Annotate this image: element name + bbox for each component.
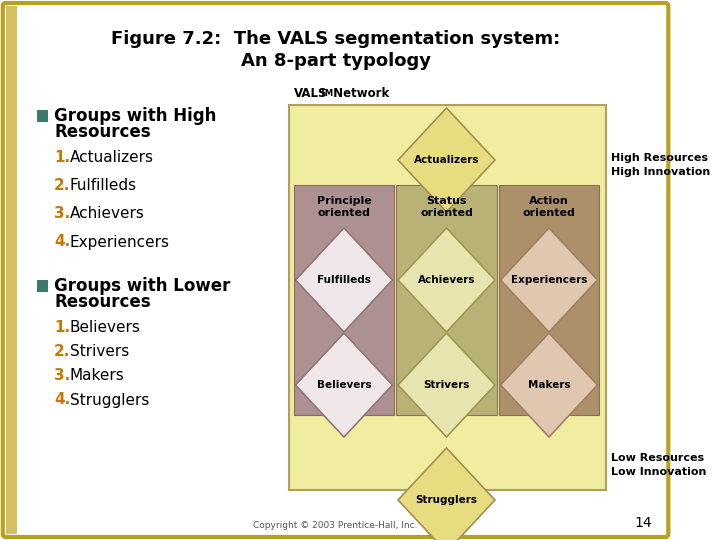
Text: 1.: 1. [54,151,70,165]
Text: 3.: 3. [54,368,71,383]
Text: 4.: 4. [54,393,71,408]
Bar [289,105,606,490]
Text: Experiencers: Experiencers [510,275,588,285]
Polygon shape [398,448,495,540]
Text: Principle
oriented: Principle oriented [317,196,372,218]
Text: An 8-part typology: An 8-part typology [240,52,431,70]
Text: Actualizers: Actualizers [70,151,154,165]
Text: Strugglers: Strugglers [415,495,477,505]
Polygon shape [398,228,495,332]
Text: 2.: 2. [54,179,71,193]
Text: Strivers: Strivers [70,345,129,360]
Text: Makers: Makers [70,368,125,383]
Text: Believers: Believers [70,321,141,335]
Text: Achievers: Achievers [70,206,145,221]
Text: Believers: Believers [317,380,372,390]
Text: Makers: Makers [528,380,570,390]
Text: Resources: Resources [54,293,150,311]
Text: Low Resources
Low Innovation: Low Resources Low Innovation [611,454,706,477]
Polygon shape [295,333,392,437]
Text: 14: 14 [635,516,652,530]
Text: Fulfilleds: Fulfilleds [317,275,371,285]
FancyBboxPatch shape [3,3,668,537]
Bar [37,280,48,292]
Text: Strugglers: Strugglers [70,393,149,408]
Text: VALS: VALS [294,87,327,100]
Text: Resources: Resources [54,123,150,141]
Bar [396,185,497,415]
Text: Experiencers: Experiencers [70,234,170,249]
Text: Copyright © 2003 Prentice-Hall, Inc.: Copyright © 2003 Prentice-Hall, Inc. [253,521,418,530]
Text: Action
oriented: Action oriented [523,196,575,218]
Bar [37,110,48,122]
Polygon shape [398,333,495,437]
Text: TM: TM [320,89,334,98]
Polygon shape [500,228,598,332]
Text: 2.: 2. [54,345,71,360]
Bar [294,185,395,415]
Text: Status
oriented: Status oriented [420,196,473,218]
Polygon shape [295,228,392,332]
Text: Fulfilleds: Fulfilleds [70,179,137,193]
Text: 1.: 1. [54,321,70,335]
Text: Network: Network [329,87,390,100]
Text: Groups with Lower: Groups with Lower [54,277,230,295]
Bar [499,185,599,415]
Text: High Resources
High Innovation: High Resources High Innovation [611,153,710,177]
Text: 3.: 3. [54,206,71,221]
Bar [6,6,17,534]
Text: Achievers: Achievers [418,275,475,285]
Polygon shape [398,108,495,212]
Text: Actualizers: Actualizers [414,155,480,165]
Text: 4.: 4. [54,234,71,249]
Text: Groups with High: Groups with High [54,107,217,125]
Polygon shape [500,333,598,437]
Text: Strivers: Strivers [423,380,469,390]
Text: Figure 7.2:  The VALS segmentation system:: Figure 7.2: The VALS segmentation system… [111,30,560,48]
